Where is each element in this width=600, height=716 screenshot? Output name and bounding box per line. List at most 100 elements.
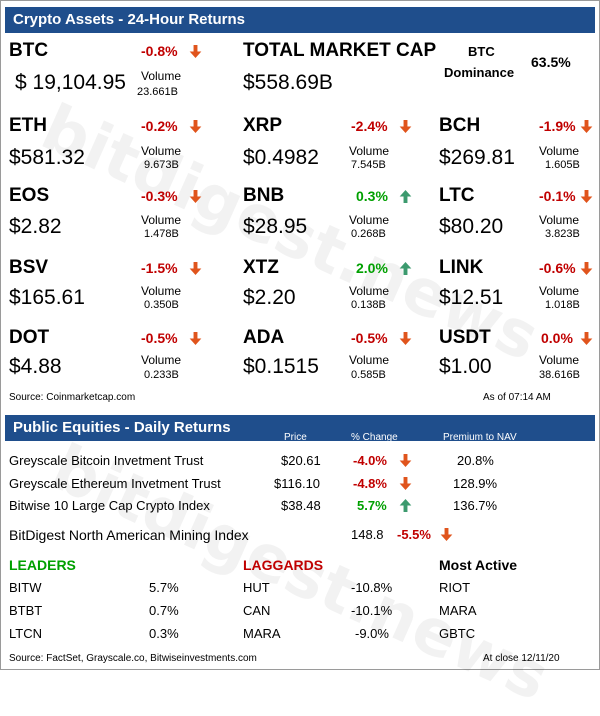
- laggard-ticker: CAN: [243, 603, 271, 618]
- volume-label: Volume: [141, 353, 182, 367]
- price-link: $12.51: [439, 286, 504, 309]
- equities-as-of: At close 12/11/20: [483, 653, 560, 664]
- col-header-change: % Change: [351, 432, 398, 443]
- down-arrow-icon: [399, 454, 412, 467]
- volume-xrp: 7.545B: [351, 159, 386, 171]
- leaders-title: LEADERS: [9, 557, 76, 573]
- equity-name-ethe: Greyscale Ethereum Invetment Trust: [9, 476, 221, 491]
- volume-label: Volume: [141, 284, 182, 298]
- down-arrow-icon: [580, 332, 593, 345]
- ticker-usdt: USDT: [439, 327, 491, 348]
- col-header-premium: Premium to NAV: [443, 432, 517, 443]
- crypto-section-title: Crypto Assets - 24-Hour Returns: [13, 11, 245, 28]
- price-ada: $0.1515: [243, 355, 319, 378]
- equity-change-ethe: -4.8%: [353, 476, 387, 491]
- down-arrow-icon: [580, 120, 593, 133]
- col-header-price: Price: [284, 432, 307, 443]
- market-cap-value: $558.69B: [243, 71, 333, 94]
- volume-eth: 9.673B: [144, 159, 179, 171]
- ticker-dot: DOT: [9, 327, 50, 348]
- change-eos: -0.3%: [141, 188, 178, 204]
- volume-label: Volume: [539, 213, 580, 227]
- volume-label: Volume: [349, 213, 390, 227]
- ticker-eth: ETH: [9, 115, 47, 136]
- price-xtz: $2.20: [243, 286, 296, 309]
- price-eth: $581.32: [9, 146, 85, 169]
- change-usdt: 0.0%: [541, 330, 573, 346]
- ticker-bnb: BNB: [243, 185, 285, 206]
- price-btc: $ 19,104.95: [15, 71, 126, 94]
- most-active-ticker: GBTC: [439, 626, 476, 641]
- change-xrp: -2.4%: [351, 118, 388, 134]
- equity-price-bitw: $38.48: [281, 498, 321, 513]
- leader-ticker: BTBT: [9, 603, 43, 618]
- price-dot: $4.88: [9, 355, 62, 378]
- equity-name-bitw: Bitwise 10 Large Cap Crypto Index: [9, 498, 210, 513]
- ticker-btc: BTC: [9, 40, 49, 61]
- volume-dot: 0.233B: [144, 369, 179, 381]
- volume-label: Volume: [539, 144, 580, 158]
- volume-label: Volume: [141, 144, 182, 158]
- ticker-eos: EOS: [9, 185, 50, 206]
- price-bsv: $165.61: [9, 286, 85, 309]
- down-arrow-icon: [580, 190, 593, 203]
- equity-price-gbtc: $20.61: [281, 453, 321, 468]
- most-active-title: Most Active: [439, 557, 518, 573]
- down-arrow-icon: [580, 262, 593, 275]
- equity-price-ethe: $116.10: [274, 476, 321, 491]
- volume-bch: 1.605B: [545, 159, 580, 171]
- down-arrow-icon: [189, 45, 202, 58]
- equities-section-header: Public Equities - Daily Returns: [5, 415, 595, 441]
- down-arrow-icon: [440, 528, 453, 541]
- laggard-change: -10.8%: [351, 580, 393, 595]
- most-active-ticker: MARA: [439, 603, 477, 618]
- down-arrow-icon: [189, 120, 202, 133]
- mining-index-change: -5.5%: [397, 527, 431, 542]
- laggard-ticker: HUT: [243, 580, 270, 595]
- volume-label: Volume: [141, 69, 182, 83]
- btc-dominance-label-2: Dominance: [444, 65, 515, 80]
- most-active-ticker: RIOT: [439, 580, 471, 595]
- change-ada: -0.5%: [351, 330, 388, 346]
- equity-premium-gbtc: 20.8%: [457, 453, 494, 468]
- mining-index-value: 148.8: [351, 527, 384, 542]
- volume-label: Volume: [141, 213, 182, 227]
- volume-label: Volume: [349, 144, 390, 158]
- ticker-xrp: XRP: [243, 115, 283, 136]
- change-eth: -0.2%: [141, 118, 178, 134]
- btc-dominance-label-1: BTC: [468, 44, 495, 59]
- price-eos: $2.82: [9, 215, 62, 238]
- leader-ticker: BITW: [9, 580, 42, 595]
- leader-change: 5.7%: [149, 580, 179, 595]
- volume-ada: 0.585B: [351, 369, 386, 381]
- volume-bnb: 0.268B: [351, 228, 386, 240]
- volume-btc: 23.661B: [137, 86, 178, 98]
- watermark-bottom: bitdigest.news: [40, 431, 560, 716]
- market-cap-label: TOTAL MARKET CAP: [243, 40, 437, 61]
- volume-usdt: 38.616B: [539, 369, 580, 381]
- equity-change-bitw: 5.7%: [357, 498, 387, 513]
- change-bch: -1.9%: [539, 118, 576, 134]
- up-arrow-icon: [399, 499, 412, 512]
- change-bnb: 0.3%: [356, 188, 388, 204]
- btc-dominance-value: 63.5%: [531, 54, 571, 70]
- ticker-ada: ADA: [243, 327, 285, 348]
- down-arrow-icon: [189, 332, 202, 345]
- ticker-bsv: BSV: [9, 257, 49, 278]
- leader-change: 0.3%: [149, 626, 179, 641]
- ticker-xtz: XTZ: [243, 257, 279, 278]
- laggards-title: LAGGARDS: [243, 557, 324, 573]
- laggard-change: -9.0%: [355, 626, 389, 641]
- crypto-source: Source: Coinmarketcap.com: [9, 392, 136, 403]
- crypto-as-of: As of 07:14 AM: [483, 392, 551, 403]
- laggard-change: -10.1%: [351, 603, 393, 618]
- price-usdt: $1.00: [439, 355, 492, 378]
- change-dot: -0.5%: [141, 330, 178, 346]
- change-bsv: -1.5%: [141, 260, 178, 276]
- price-xrp: $0.4982: [243, 146, 319, 169]
- equities-section-title: Public Equities - Daily Returns: [13, 419, 231, 436]
- volume-label: Volume: [539, 353, 580, 367]
- equity-change-gbtc: -4.0%: [353, 453, 387, 468]
- equity-premium-ethe: 128.9%: [453, 476, 498, 491]
